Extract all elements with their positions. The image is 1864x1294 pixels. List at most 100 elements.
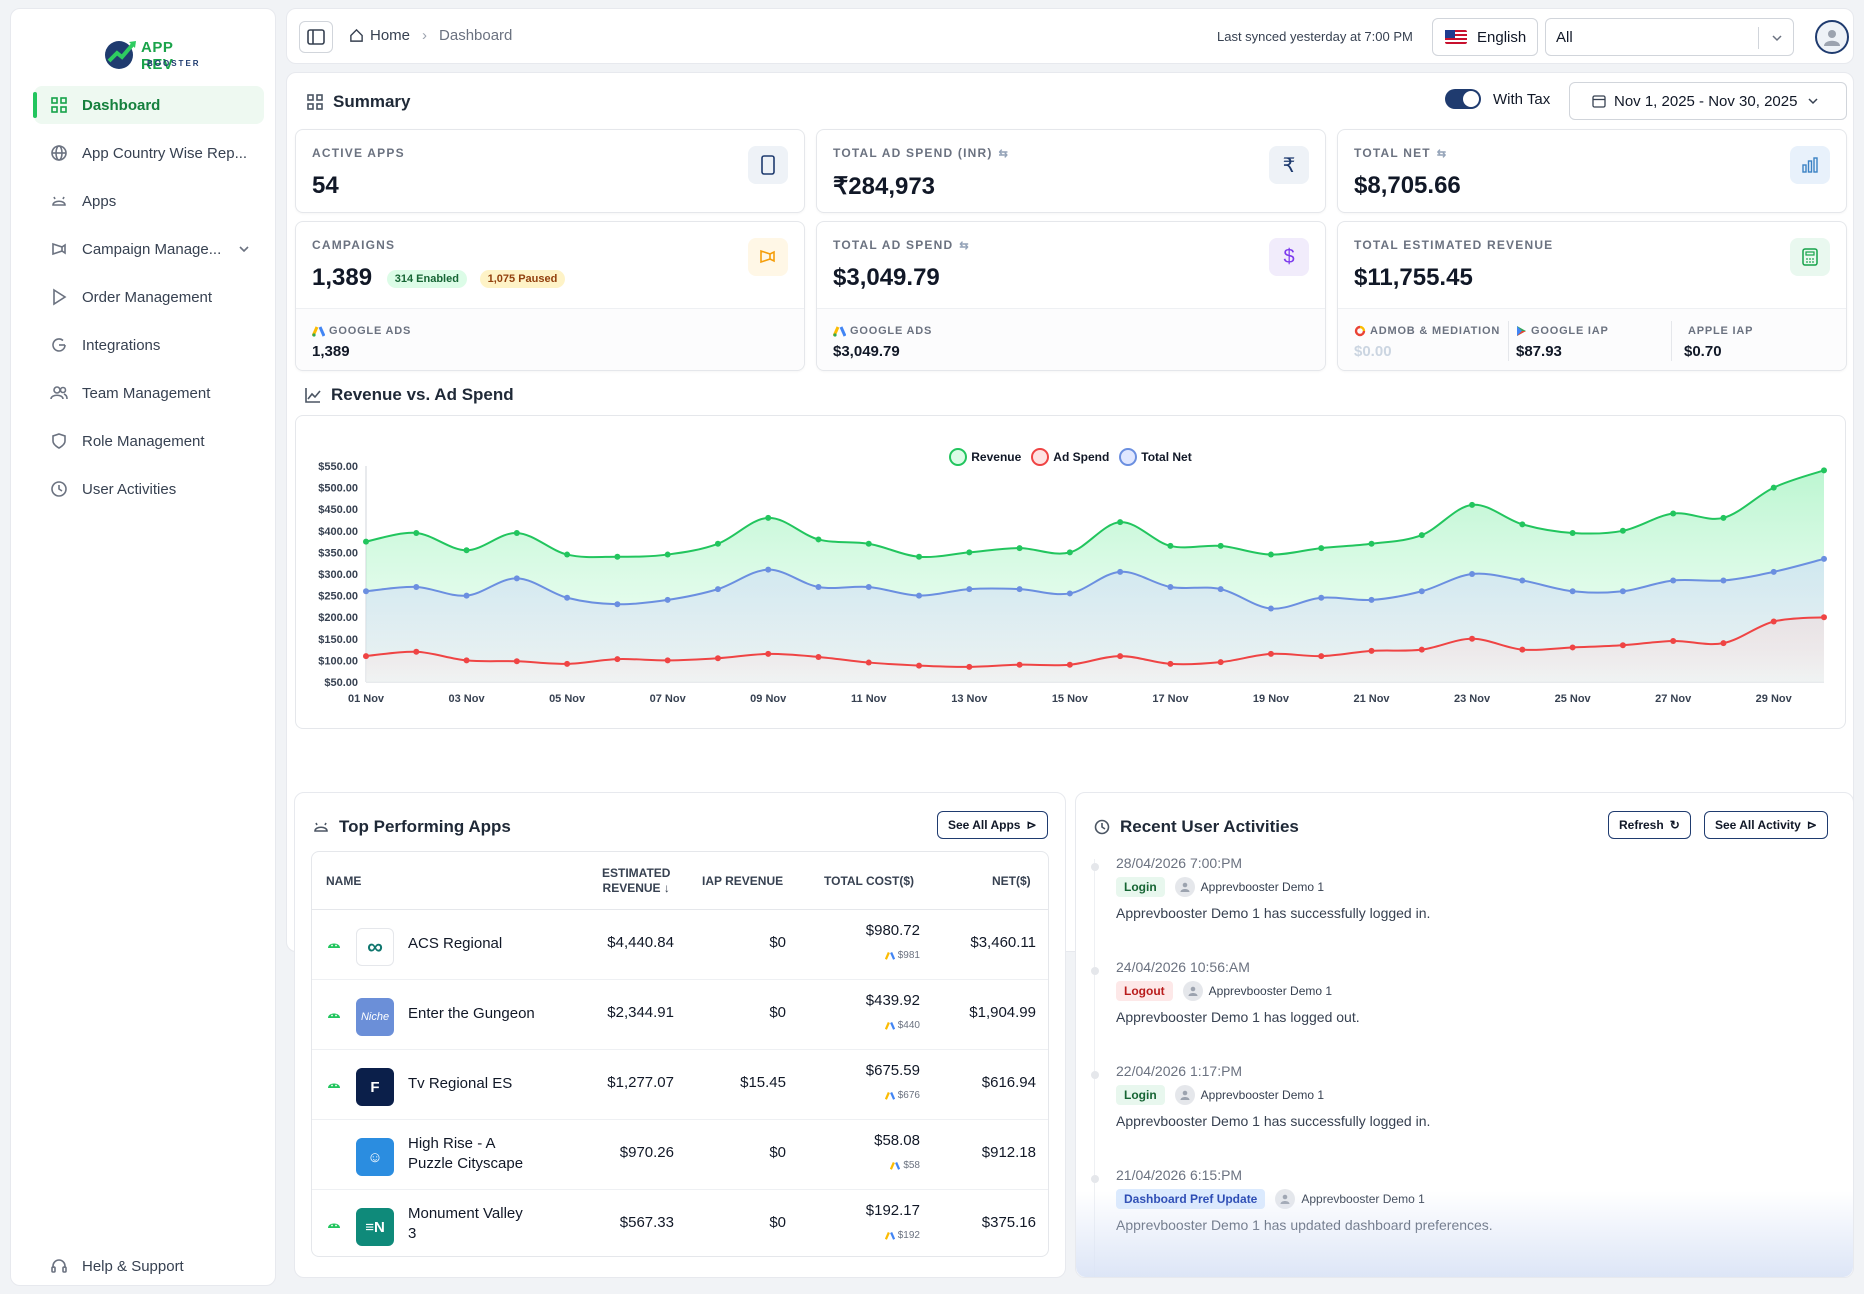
col-estimated-revenue-2: REVENUE ↓ — [602, 881, 670, 895]
sidebar-item-order-management[interactable]: Order Management — [34, 278, 264, 316]
revenue-point — [714, 540, 721, 547]
language-label: English — [1477, 28, 1527, 46]
revenue-point — [966, 549, 973, 556]
app-name[interactable]: Enter the Gungeon — [408, 1005, 535, 1022]
apple-icon — [326, 1144, 342, 1160]
table-row[interactable]: Niche Enter the Gungeon $2,344.91 $0 $43… — [312, 980, 1048, 1050]
ad-spend-area — [366, 617, 1824, 682]
sidebar-nav: Dashboard App Country Wise Rep... Apps C… — [33, 86, 264, 518]
ad-spend-point — [614, 656, 621, 663]
headset-icon — [51, 1259, 67, 1273]
calculator-icon — [1790, 238, 1830, 276]
activity-meta: Logout Apprevbooster Demo 1 — [1116, 981, 1360, 1001]
activity-timestamp: 21/04/2026 6:15:PM — [1116, 1167, 1243, 1183]
google-icon — [52, 338, 66, 352]
chevron-down-icon[interactable] — [238, 243, 250, 255]
paused-badge: 1,075 Paused — [479, 269, 566, 288]
ad-spend-point — [1469, 635, 1476, 642]
sidebar-item-team-management[interactable]: Team Management — [34, 374, 264, 412]
app-filter-select[interactable]: All — [1545, 18, 1794, 56]
revenue-point — [1217, 542, 1224, 549]
legend-ad-spend[interactable]: Ad Spend — [1031, 448, 1109, 466]
revenue-point — [1167, 542, 1174, 549]
total-net-value: $8,705.66 — [1354, 172, 1461, 199]
total-ad-spend-card: TOTAL AD SPEND ⇆ $3,049.79 $ GOOGLE ADS $… — [816, 221, 1326, 371]
net-cell: $1,904.99 — [969, 1004, 1036, 1021]
table-row[interactable]: ≡N Monument Valley 3 $567.33 $0 $192.17 $… — [312, 1190, 1048, 1256]
total-net-line — [365, 557, 1825, 610]
app-name[interactable]: Tv Regional ES — [408, 1075, 513, 1092]
col-name[interactable]: NAME — [326, 874, 362, 888]
ad-spend-point — [1217, 659, 1224, 666]
sidebar-item-user-activities[interactable]: User Activities — [34, 470, 264, 508]
date-range-picker[interactable]: Nov 1, 2025 - Nov 30, 2025 — [1569, 82, 1847, 120]
globe-icon — [51, 145, 67, 161]
y-tick-label: $450.00 — [318, 504, 358, 516]
total-net-point — [1318, 594, 1325, 601]
y-tick-label: $150.00 — [318, 634, 358, 646]
ad-spend-point — [1318, 653, 1325, 660]
table-row[interactable]: F Tv Regional ES $1,277.07 $15.45 $675.5… — [312, 1050, 1048, 1120]
revenue-point — [1670, 510, 1677, 517]
legend-revenue[interactable]: Revenue — [949, 448, 1021, 466]
app-name[interactable]: High Rise - A Puzzle Cityscape — [408, 1134, 523, 1174]
y-tick-label: $200.00 — [318, 612, 358, 624]
user-avatar[interactable] — [1815, 20, 1849, 54]
app-name[interactable]: Monument Valley 3 — [408, 1204, 523, 1244]
breadcrumb-separator-icon: › — [422, 27, 428, 44]
total-cost-cell: $192.17 — [865, 1202, 920, 1219]
sidebar-item-apps[interactable]: Apps — [34, 182, 264, 220]
app-name[interactable]: ACS Regional — [408, 935, 503, 952]
ad-spend-point — [1569, 644, 1576, 651]
table-row[interactable]: ∞ ACS Regional $4,440.84 $0 $980.72 $981… — [312, 910, 1048, 980]
breadcrumb-home[interactable]: Home — [370, 27, 411, 44]
revenue-point — [1519, 521, 1526, 528]
sidebar-item-dashboard[interactable]: Dashboard — [33, 86, 264, 124]
sidebar-item-integrations[interactable]: Integrations — [34, 326, 264, 364]
with-tax-toggle[interactable]: With Tax — [1445, 89, 1550, 109]
see-all-activity-button[interactable]: See All Activity ⊳ — [1704, 811, 1828, 839]
total-net-point — [1619, 588, 1626, 595]
bar-chart-icon — [1790, 146, 1830, 184]
with-tax-switch[interactable] — [1445, 89, 1481, 109]
apple-iap-sub-label: APPLE IAP — [1684, 325, 1753, 337]
x-tick-label: 17 Nov — [1152, 693, 1189, 705]
x-tick-label: 23 Nov — [1454, 693, 1491, 705]
total-net-point — [363, 588, 369, 595]
total-net-point — [1418, 588, 1425, 595]
timeline-dot — [1091, 1071, 1099, 1079]
activity-timestamp: 28/04/2026 7:00:PM — [1116, 855, 1243, 871]
sidebar-item-campaign-management[interactable]: Campaign Manage... — [34, 230, 264, 268]
refresh-button[interactable]: Refresh ↻ — [1608, 811, 1691, 839]
estimated-revenue-cell: $2,344.91 — [607, 1004, 674, 1021]
double-chevron-right-icon: ⊳ — [1026, 818, 1037, 832]
admob-sub-label-text: ADMOB & MEDIATION — [1370, 325, 1501, 337]
ad-spend-point — [966, 663, 973, 670]
sidebar-toggle-button[interactable] — [299, 21, 333, 53]
google-ads-sub-label-text: GOOGLE ADS — [329, 325, 412, 337]
col-total-cost[interactable]: TOTAL COST($) — [824, 874, 914, 888]
language-selector[interactable]: English — [1432, 18, 1538, 56]
sidebar-item-role-management[interactable]: Role Management — [34, 422, 264, 460]
revenue-point — [1117, 519, 1124, 526]
col-estimated-revenue-1: ESTIMATED — [602, 866, 671, 880]
sidebar-toggle-icon — [307, 29, 325, 45]
x-tick-label: 29 Nov — [1756, 693, 1793, 705]
see-all-apps-button[interactable]: See All Apps ⊳ — [937, 811, 1048, 839]
estimated-revenue-cell: $1,277.07 — [607, 1074, 674, 1091]
activity-user: Apprevbooster Demo 1 — [1200, 880, 1325, 894]
app-logo[interactable]: APP REV BOOSTER — [99, 29, 209, 79]
total-net-point — [1670, 577, 1677, 584]
home-icon[interactable] — [349, 28, 364, 43]
footer-divider — [1671, 321, 1672, 361]
col-net[interactable]: NET($) — [992, 874, 1031, 888]
android-icon — [328, 1223, 340, 1228]
legend-total-net[interactable]: Total Net — [1119, 448, 1192, 466]
col-estimated-revenue[interactable]: ESTIMATED REVENUE ↓ — [602, 866, 670, 896]
refresh-label: Refresh — [1619, 818, 1664, 832]
ad-spend-point — [1821, 614, 1827, 621]
sidebar-item-app-country-wise-report[interactable]: App Country Wise Rep... — [34, 134, 264, 172]
col-iap-revenue[interactable]: IAP REVENUE — [702, 874, 784, 888]
table-row[interactable]: ☺ High Rise - A Puzzle Cityscape $970.26 … — [312, 1120, 1048, 1190]
help-support-link[interactable]: Help & Support — [50, 1257, 184, 1275]
